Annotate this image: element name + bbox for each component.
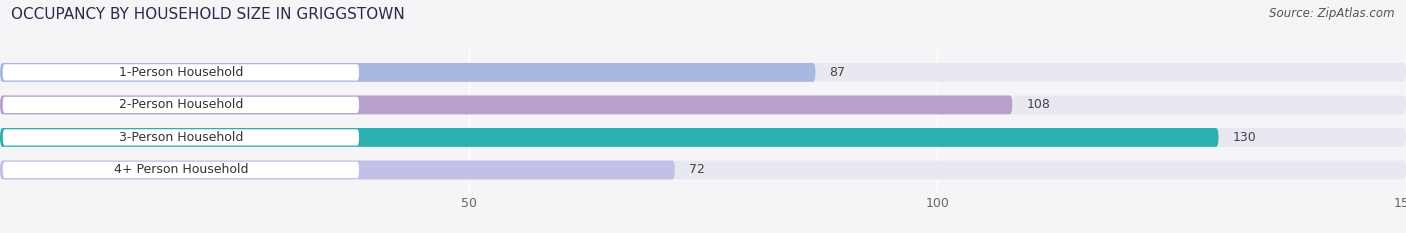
Text: 3-Person Household: 3-Person Household (118, 131, 243, 144)
FancyBboxPatch shape (3, 129, 359, 146)
Text: 4+ Person Household: 4+ Person Household (114, 163, 247, 176)
Text: Source: ZipAtlas.com: Source: ZipAtlas.com (1270, 7, 1395, 20)
FancyBboxPatch shape (0, 128, 1219, 147)
Text: 2-Person Household: 2-Person Household (118, 98, 243, 111)
FancyBboxPatch shape (3, 97, 359, 113)
FancyBboxPatch shape (0, 161, 675, 179)
Text: 72: 72 (689, 163, 704, 176)
FancyBboxPatch shape (0, 63, 1406, 82)
FancyBboxPatch shape (0, 96, 1406, 114)
FancyBboxPatch shape (0, 96, 1012, 114)
Text: 130: 130 (1233, 131, 1257, 144)
FancyBboxPatch shape (0, 128, 1406, 147)
Text: OCCUPANCY BY HOUSEHOLD SIZE IN GRIGGSTOWN: OCCUPANCY BY HOUSEHOLD SIZE IN GRIGGSTOW… (11, 7, 405, 22)
FancyBboxPatch shape (0, 161, 1406, 179)
Text: 87: 87 (830, 66, 845, 79)
FancyBboxPatch shape (3, 162, 359, 178)
FancyBboxPatch shape (3, 64, 359, 81)
Text: 1-Person Household: 1-Person Household (118, 66, 243, 79)
Text: 108: 108 (1026, 98, 1050, 111)
FancyBboxPatch shape (0, 63, 815, 82)
